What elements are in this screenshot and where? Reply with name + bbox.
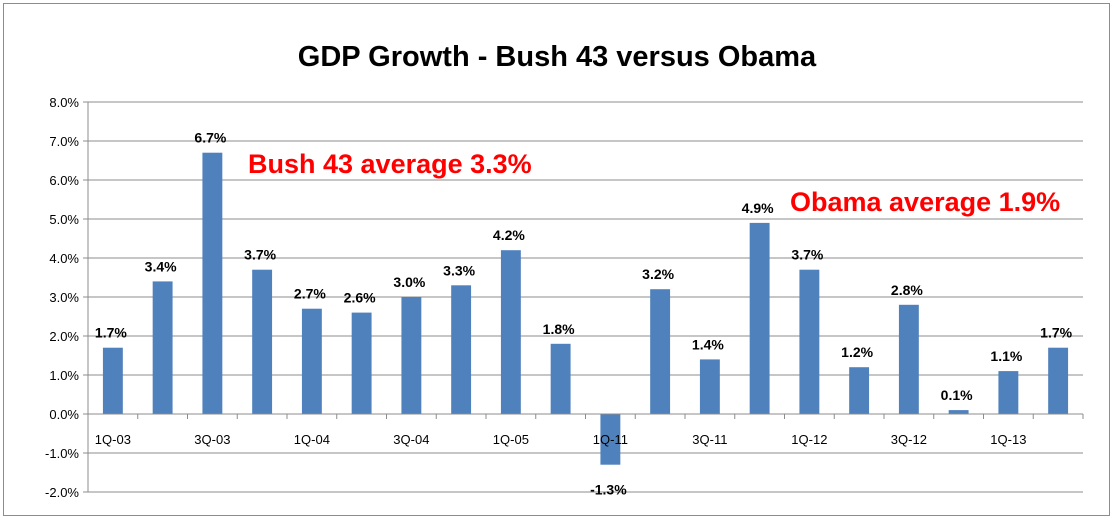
y-axis-tick-labels: -2.0% -1.0% 0.0% 1.0% 2.0% 3.0% 4.0% 5.0% 6.0% 7.… [45,95,79,500]
gridlines [83,101,1083,493]
x-tick-label: 1Q-04 [294,432,330,447]
bar [202,152,223,414]
bar [252,269,273,414]
y-tick-label: 6.0% [49,173,79,188]
zero-axis [87,413,1084,419]
bar [948,410,969,414]
data-label: 1.1% [990,348,1022,364]
data-label: 1.4% [692,336,724,352]
y-tick-label: 2.0% [49,329,79,344]
bar [451,285,472,414]
bush-average-annotation: Bush 43 average 3.3% [248,149,532,179]
bar [401,297,422,414]
x-axis-tick-labels: 1Q-03 3Q-03 1Q-04 3Q-04 1Q-05 1Q-11 3Q-11 1Q-12… [95,432,1027,447]
data-label: 1.2% [841,344,873,360]
data-label: -1.3% [590,482,627,498]
x-tick-label: 1Q-05 [493,432,529,447]
y-tick-label: 1.0% [49,368,79,383]
x-tick-label: 3Q-12 [891,432,927,447]
data-label: 3.0% [393,274,425,290]
y-tick-label: 5.0% [49,212,79,227]
data-label: 1.7% [95,325,127,341]
x-tick-label: 3Q-03 [194,432,230,447]
bar [898,304,919,414]
bar [1048,347,1069,414]
data-label: 3.7% [244,247,276,263]
bar [600,414,621,465]
bar [749,222,770,414]
y-tick-label: 0.0% [49,407,79,422]
bar [500,250,521,414]
x-tick-label: 1Q-12 [791,432,827,447]
y-tick-label: -1.0% [45,446,79,461]
obama-average-annotation: Obama average 1.9% [790,187,1060,217]
data-label: 3.3% [443,262,475,278]
x-tick-label: 1Q-11 [593,432,628,447]
data-label: 3.7% [791,247,823,263]
data-label: 2.7% [294,286,326,302]
y-tick-label: 3.0% [49,290,79,305]
bar [550,343,571,414]
data-label: 6.7% [194,130,226,146]
bar [301,308,322,414]
data-label: 3.4% [145,258,177,274]
bar [799,269,820,414]
y-tick-label: -2.0% [45,485,79,500]
bar [152,281,173,414]
bars [102,152,1069,465]
x-tick-label: 1Q-03 [95,432,131,447]
y-tick-label: 4.0% [49,251,79,266]
bar [849,367,870,414]
data-label: 1.8% [543,321,575,337]
chart-title: GDP Growth - Bush 43 versus Obama [298,41,817,73]
data-label: 4.2% [493,227,525,243]
y-tick-label: 7.0% [49,134,79,149]
data-label: 3.2% [642,266,674,282]
chart-frame [3,3,1110,516]
data-labels: 1.7% 3.4% 6.7% 3.7% 2.7% 2.6% 3.0% 3.3% 4.2% 1.8%… [95,130,1073,498]
bar [351,312,372,414]
bar [699,359,720,414]
data-label: 0.1% [941,387,973,403]
data-label: 2.6% [344,290,376,306]
bar [650,289,671,414]
x-tick-label: 1Q-13 [990,432,1026,447]
x-tick-label: 3Q-04 [393,432,429,447]
y-tick-label: 8.0% [49,95,79,110]
data-label: 2.8% [891,282,923,298]
x-tick-label: 3Q-11 [692,432,727,447]
bar [998,371,1019,414]
data-label: 1.7% [1040,325,1072,341]
bar [102,347,123,414]
data-label: 4.9% [742,200,774,216]
